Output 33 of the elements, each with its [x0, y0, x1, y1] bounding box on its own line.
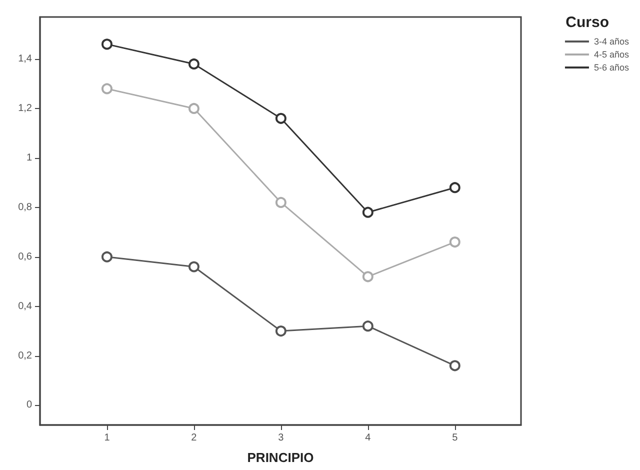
legend-label: 3-4 años — [594, 36, 630, 46]
y-tick-label: 0,2 — [18, 350, 32, 362]
y-tick-label: 1,2 — [18, 102, 32, 114]
point — [188, 261, 200, 272]
point — [449, 236, 460, 248]
y-tick-label: 0,8 — [18, 202, 32, 213]
legend-title: Curso — [566, 14, 610, 31]
y-tick-label: 1,4 — [18, 54, 32, 65]
point — [275, 112, 286, 124]
point — [449, 182, 460, 194]
y-tick-label: 0 — [26, 400, 32, 411]
point — [362, 206, 374, 218]
x-tick-label: 1 — [104, 432, 110, 444]
y-tick-label: 0,6 — [18, 251, 32, 262]
point — [449, 360, 460, 372]
y-tick-label: 0,4 — [18, 300, 32, 312]
point — [101, 251, 112, 262]
point — [275, 196, 286, 208]
legend-label: 5-6 años — [594, 62, 630, 72]
legend-label: 4-5 años — [594, 50, 630, 60]
point — [101, 83, 112, 94]
point — [362, 271, 374, 282]
point — [362, 320, 374, 332]
x-tick-label: 2 — [191, 432, 198, 444]
x-tick-label: 4 — [365, 432, 372, 444]
x-axis-title: PRINCIPIO — [247, 450, 314, 465]
point — [101, 38, 112, 50]
x-tick-label: 3 — [278, 432, 284, 444]
x-tick-label: 5 — [452, 432, 458, 444]
point — [188, 58, 200, 70]
point — [275, 326, 286, 337]
point — [188, 102, 200, 114]
y-tick-label: 1 — [26, 152, 32, 164]
